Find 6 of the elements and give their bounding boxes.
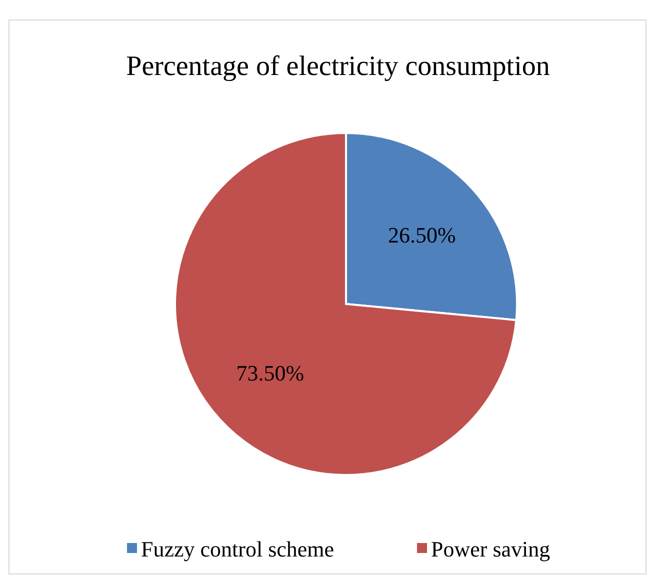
legend-label: Fuzzy control scheme [141,536,334,562]
legend-label: Power saving [431,536,550,562]
pie-slice [174,132,518,476]
data-label: 73.50% [236,360,304,386]
chart-title: Percentage of electricity consumption [126,51,550,82]
data-label: 26.50% [388,222,456,248]
